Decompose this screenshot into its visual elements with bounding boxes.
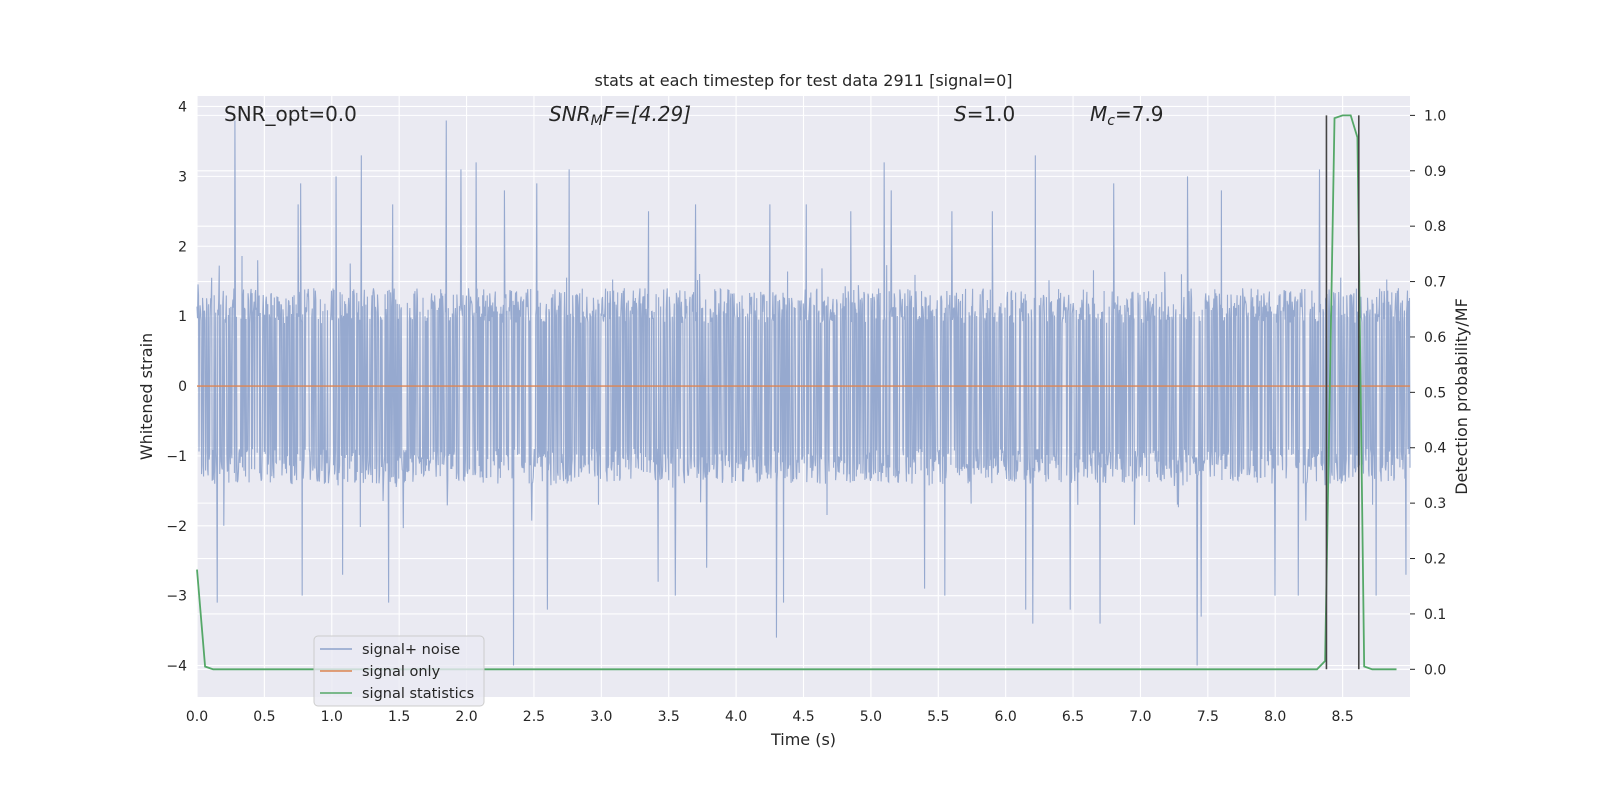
y-tick-label-left: 0: [178, 379, 187, 395]
x-tick-label: 1.5: [388, 709, 410, 725]
series-signal-statistics: [196, 114, 1397, 671]
annotation-s-value: =1.0: [967, 102, 1016, 126]
y-tick-label-left: −1: [166, 449, 187, 465]
annotation-s-label: S: [954, 102, 967, 126]
y-tick-label-right: 0.4: [1424, 441, 1446, 457]
annotation-mc-label: M: [1090, 102, 1107, 126]
x-tick-label: 8.0: [1264, 709, 1286, 725]
y-tick-label-right: 0.3: [1424, 496, 1446, 512]
y-tick-label-left: −2: [166, 519, 187, 535]
chart-title: stats at each timestep for test data 291…: [594, 71, 1012, 90]
x-tick-label: 5.5: [927, 709, 949, 725]
y-axis-label-left: Whitened strain: [137, 333, 156, 460]
x-tick-label: 1.0: [321, 709, 343, 725]
x-tick-label: 2.5: [523, 709, 545, 725]
x-tick-label: 4.0: [725, 709, 747, 725]
annotation-mc: Mc=7.9: [1090, 102, 1164, 129]
y-tick-label-left: 4: [178, 99, 187, 115]
x-tick-label: 8.5: [1331, 709, 1353, 725]
legend-label-signal-only: signal only: [362, 664, 441, 680]
y-tick-label-right: 0.0: [1424, 662, 1446, 678]
y-tick-label-left: 2: [178, 239, 187, 255]
y-tick-label-right: 1.0: [1424, 108, 1446, 124]
y-tick-label-right: 0.6: [1424, 330, 1446, 346]
y-tick-label-left: −3: [166, 589, 187, 605]
x-tick-label: 3.5: [658, 709, 680, 725]
annotation-s: S=1.0: [954, 102, 1015, 126]
x-tick-label: 7.0: [1129, 709, 1151, 725]
y-tick-label-right: 0.2: [1424, 552, 1446, 568]
x-tick-label: 0.0: [186, 709, 208, 725]
annotation-snr-mf-label: SNR: [549, 102, 591, 126]
x-axis-label: Time (s): [770, 730, 836, 749]
legend-label-signal-noise: signal+ noise: [362, 642, 460, 658]
y-tick-label-right: 0.9: [1424, 164, 1446, 180]
annotation-snr-mf-sub: M: [591, 113, 603, 129]
x-tick-label: 2.0: [455, 709, 477, 725]
y-tick-label-right: 0.8: [1424, 219, 1446, 235]
annotation-mc-value: =7.9: [1115, 102, 1164, 126]
y-tick-label-left: 1: [178, 309, 187, 325]
annotation-snr-mf-rest: F=[4.29]: [603, 102, 691, 126]
series-layer: [196, 114, 1411, 671]
series-signal-noise: [196, 120, 1411, 666]
y-tick-label-left: 3: [178, 169, 187, 185]
annotation-snr-mf: SNRMF=[4.29]: [549, 102, 691, 129]
y-tick-label-left: −4: [166, 659, 187, 675]
legend: signal+ noise signal only signal statist…: [313, 635, 485, 707]
legend-label-signal-statistics: signal statistics: [362, 686, 474, 702]
x-tick-label: 5.0: [860, 709, 882, 725]
marker-layer: [1325, 115, 1360, 670]
y-tick-label-right: 0.7: [1424, 275, 1446, 291]
x-tick-label: 0.5: [253, 709, 275, 725]
x-tick-label: 6.0: [995, 709, 1017, 725]
x-tick-label: 6.5: [1062, 709, 1084, 725]
y-axis-label-right: Detection probability/MF: [1452, 298, 1471, 495]
x-tick-label: 4.5: [792, 709, 814, 725]
x-tick-label: 7.5: [1197, 709, 1219, 725]
annotation-mc-sub: c: [1107, 113, 1115, 129]
y-tick-label-right: 0.1: [1424, 607, 1446, 623]
annotation-snr-opt: SNR_opt=0.0: [224, 102, 357, 126]
x-tick-label: 3.0: [590, 709, 612, 725]
legend-box: [313, 635, 485, 707]
y-tick-label-right: 0.5: [1424, 385, 1446, 401]
tick-labels: 0.0 0.5 1.0 1.5 2.0 2.5 3.0 3.5 4.0 4.5 5.0 5.5 6.0 6…: [166, 99, 1446, 725]
